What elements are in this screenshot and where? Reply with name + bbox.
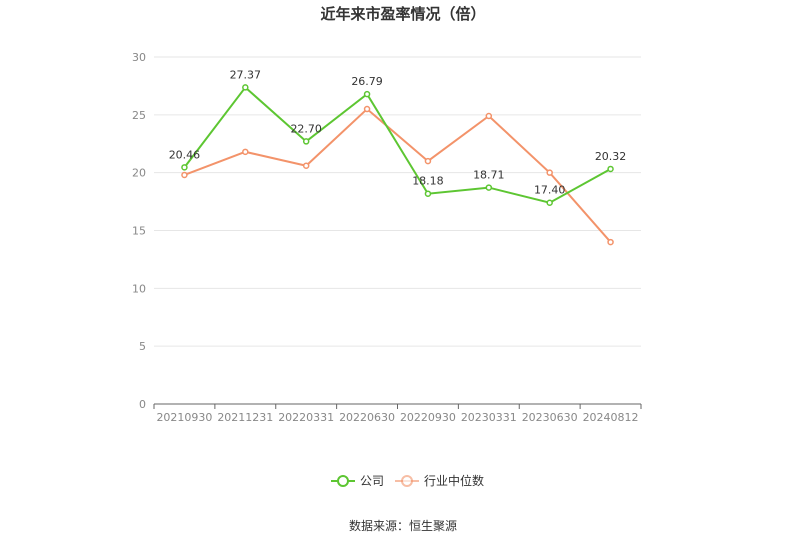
- x-tick-label: 20210930: [156, 411, 212, 424]
- data-label: 17.40: [534, 184, 566, 197]
- axis-layer: 0 5 10 15 20 25 30 20210930 20211231 20220331 2022…: [132, 51, 642, 424]
- series-line-1: [184, 107, 612, 243]
- series-1-point: [424, 157, 432, 165]
- series-1-point: [363, 105, 371, 113]
- x-tick-label: 20220331: [278, 411, 334, 424]
- legend-label: 公司: [360, 474, 384, 488]
- legend: 公司 行业中位数: [331, 473, 484, 488]
- series-0-point: [607, 165, 614, 173]
- data-label: 22.70: [290, 122, 322, 135]
- series-1-point: [242, 148, 249, 156]
- series-0-point: [485, 184, 493, 191]
- series-1-point: [546, 169, 553, 176]
- data-source-note: 数据来源：恒生聚源: [349, 518, 457, 533]
- grid-layer: [154, 56, 641, 347]
- series-0-point: [363, 90, 371, 98]
- data-label: 27.37: [230, 68, 262, 81]
- data-label: 20.46: [169, 148, 201, 161]
- chart-title: 近年来市盈率情况（倍）: [320, 5, 485, 23]
- data-label: 18.71: [473, 169, 505, 182]
- series-0-point: [242, 84, 249, 91]
- data-label: 20.32: [595, 150, 627, 163]
- legend-item-1: 行业中位数: [395, 473, 484, 488]
- y-tick-label: 10: [132, 282, 146, 295]
- data-label: 26.79: [351, 75, 383, 88]
- x-tick-label: 20230630: [522, 411, 578, 424]
- x-tick-label: 20230331: [461, 411, 517, 424]
- series-1-point: [485, 112, 493, 120]
- series-line-0: [183, 85, 612, 204]
- x-tick-label: 20220630: [339, 411, 395, 424]
- series-0-point: [424, 190, 432, 197]
- series-0-point: [546, 199, 553, 206]
- x-tick-label: 20211231: [217, 411, 273, 424]
- series-0-point: [181, 164, 188, 171]
- x-tick-label: 20220930: [400, 411, 456, 424]
- legend-item-0: 公司: [331, 474, 384, 488]
- y-tick-label: 5: [139, 340, 146, 353]
- series-1-point: [607, 238, 614, 246]
- y-tick-label: 30: [132, 51, 146, 64]
- y-tick-label: 15: [132, 225, 146, 238]
- data-label-layer: 20.46 27.37 22.70 26.79 18.18 18.71 17.40 20.32: [169, 68, 627, 196]
- x-tick-label: 20240812: [583, 411, 639, 424]
- y-tick-label: 0: [139, 398, 146, 411]
- y-tick-label: 25: [132, 109, 146, 122]
- series-0-point: [302, 138, 310, 145]
- series-layer: [181, 84, 614, 246]
- data-label: 18.18: [412, 175, 444, 188]
- legend-label: 行业中位数: [424, 473, 484, 488]
- legend-swatch-marker: [337, 475, 349, 487]
- legend-swatch-marker: [401, 475, 413, 487]
- y-tick-label: 20: [132, 167, 146, 180]
- series-1-point: [302, 162, 310, 169]
- series-1-point: [181, 171, 188, 179]
